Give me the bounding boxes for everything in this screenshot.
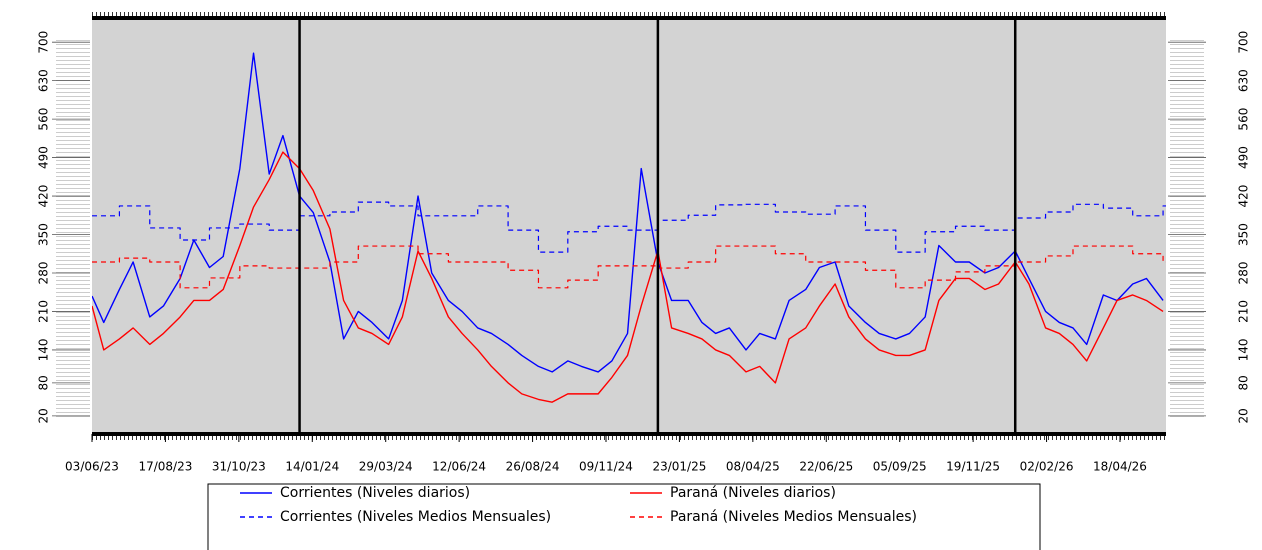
y-tick-label-right: 560	[1237, 108, 1251, 131]
x-tick-label: 31/10/23	[212, 460, 266, 474]
x-tick-label: 03/06/23	[65, 460, 119, 474]
y-tick-label: 490	[37, 146, 51, 169]
y-tick-label-right: 210	[1237, 300, 1251, 323]
daily-line	[92, 52, 1164, 373]
y-tick-label: 420	[37, 185, 51, 208]
y-tick-label-right: 420	[1237, 185, 1251, 208]
x-tick-label: 29/03/24	[359, 460, 413, 474]
y-tick-label: 630	[37, 69, 51, 92]
x-tick-label: 26/08/24	[506, 460, 560, 474]
y-tick-label: 700	[37, 31, 51, 54]
right-minor-ticks	[1170, 40, 1204, 420]
top-minor-ticks	[92, 12, 1166, 18]
y-tick-label-right: 280	[1237, 262, 1251, 285]
x-tick-label: 17/08/23	[138, 460, 192, 474]
y-tick-label: 210	[37, 300, 51, 323]
y-tick-label: 280	[37, 262, 51, 285]
y-tick-label-right: 350	[1237, 223, 1251, 246]
x-tick-label: 05/09/25	[873, 460, 927, 474]
y-tick-label-right: 630	[1237, 69, 1251, 92]
x-tick-label: 14/01/24	[285, 460, 339, 474]
legend-label: Corrientes (Niveles Medios Mensuales)	[280, 509, 551, 525]
x-tick-label: 02/02/26	[1020, 460, 1074, 474]
y-tick-label: 140	[37, 338, 51, 361]
legend-label: Corrientes (Niveles diarios)	[280, 485, 470, 501]
x-tick-label: 12/06/24	[432, 460, 486, 474]
x-tick-label: 18/04/26	[1093, 460, 1147, 474]
y-tick-label-right: 20	[1237, 408, 1251, 423]
plot-area	[92, 18, 1166, 434]
y-tick-label-right: 80	[1237, 375, 1251, 390]
y-tick-label-right: 490	[1237, 146, 1251, 169]
x-tick-label: 08/04/25	[726, 460, 780, 474]
x-tick-label: 19/11/25	[946, 460, 1000, 474]
legend: Corrientes (Niveles diarios) Paraná (Nive…	[207, 483, 1041, 550]
x-tick-label: 23/01/25	[652, 460, 706, 474]
daily-line	[92, 151, 1164, 403]
left-minor-ticks	[56, 40, 90, 420]
y-tick-label: 20	[37, 408, 51, 423]
x-tick-label: 22/06/25	[799, 460, 853, 474]
y-tick-label-right: 140	[1237, 338, 1251, 361]
y-tick-label: 350	[37, 223, 51, 246]
bottom-minor-ticks	[92, 434, 1166, 440]
y-tick-label: 80	[37, 375, 51, 390]
legend-label: Paraná (Niveles Medios Mensuales)	[670, 509, 917, 525]
legend-box	[207, 483, 1041, 550]
x-tick-label: 09/11/24	[579, 460, 633, 474]
y-tick-label-right: 700	[1237, 31, 1251, 54]
y-tick-label: 560	[37, 108, 51, 131]
legend-label: Paraná (Niveles diarios)	[670, 485, 836, 501]
